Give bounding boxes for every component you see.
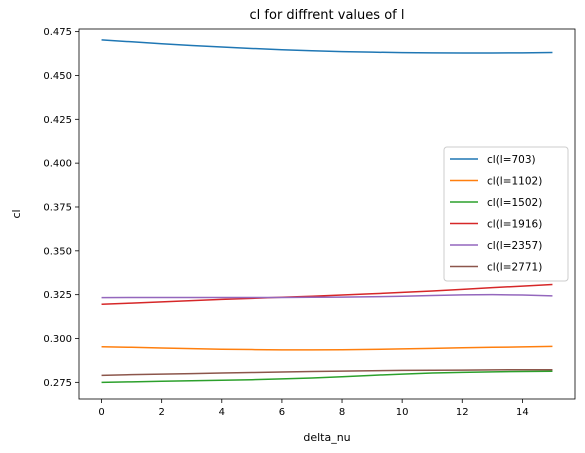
legend-entry: cl(l=1916): [487, 219, 542, 231]
y-tick-label: 0.450: [43, 71, 72, 82]
legend-entry: cl(l=703): [487, 154, 536, 166]
y-axis: 0.275 0.300 0.325 0.350 0.375 0.400 0.425 0.450…: [43, 27, 79, 389]
legend-entry: cl(l=1502): [487, 197, 542, 209]
series-line: [102, 371, 553, 382]
legend: cl(l=703) cl(l=1102) cl(l=1502) cl(l=1916) c…: [444, 147, 568, 281]
y-tick-label: 0.475: [43, 27, 72, 38]
chart-title: cl for diffrent values of l: [250, 8, 405, 23]
y-tick-label: 0.325: [43, 290, 72, 301]
y-tick-label: 0.400: [43, 159, 72, 170]
x-tick-label: 8: [339, 407, 345, 418]
x-tick-label: 2: [158, 407, 164, 418]
y-tick-label: 0.300: [43, 334, 72, 345]
y-tick-label: 0.350: [43, 246, 72, 257]
y-axis-label: cl: [10, 209, 23, 218]
x-tick-label: 6: [279, 407, 285, 418]
x-tick-label: 12: [456, 407, 469, 418]
legend-entry: cl(l=1102): [487, 176, 542, 188]
y-tick-label: 0.275: [43, 378, 72, 389]
x-axis: 0 2 4 6 8 10 12 14: [98, 399, 528, 418]
legend-entry: cl(l=2771): [487, 262, 542, 274]
x-tick-label: 14: [516, 407, 529, 418]
x-axis-label: delta_nu: [303, 431, 350, 444]
legend-entry: cl(l=2357): [487, 240, 542, 252]
x-tick-label: 4: [219, 407, 225, 418]
x-tick-label: 10: [396, 407, 409, 418]
y-tick-label: 0.375: [43, 202, 72, 213]
series-line: [102, 346, 553, 350]
x-tick-label: 0: [98, 407, 104, 418]
series-line: [102, 40, 553, 53]
y-tick-label: 0.425: [43, 115, 72, 126]
